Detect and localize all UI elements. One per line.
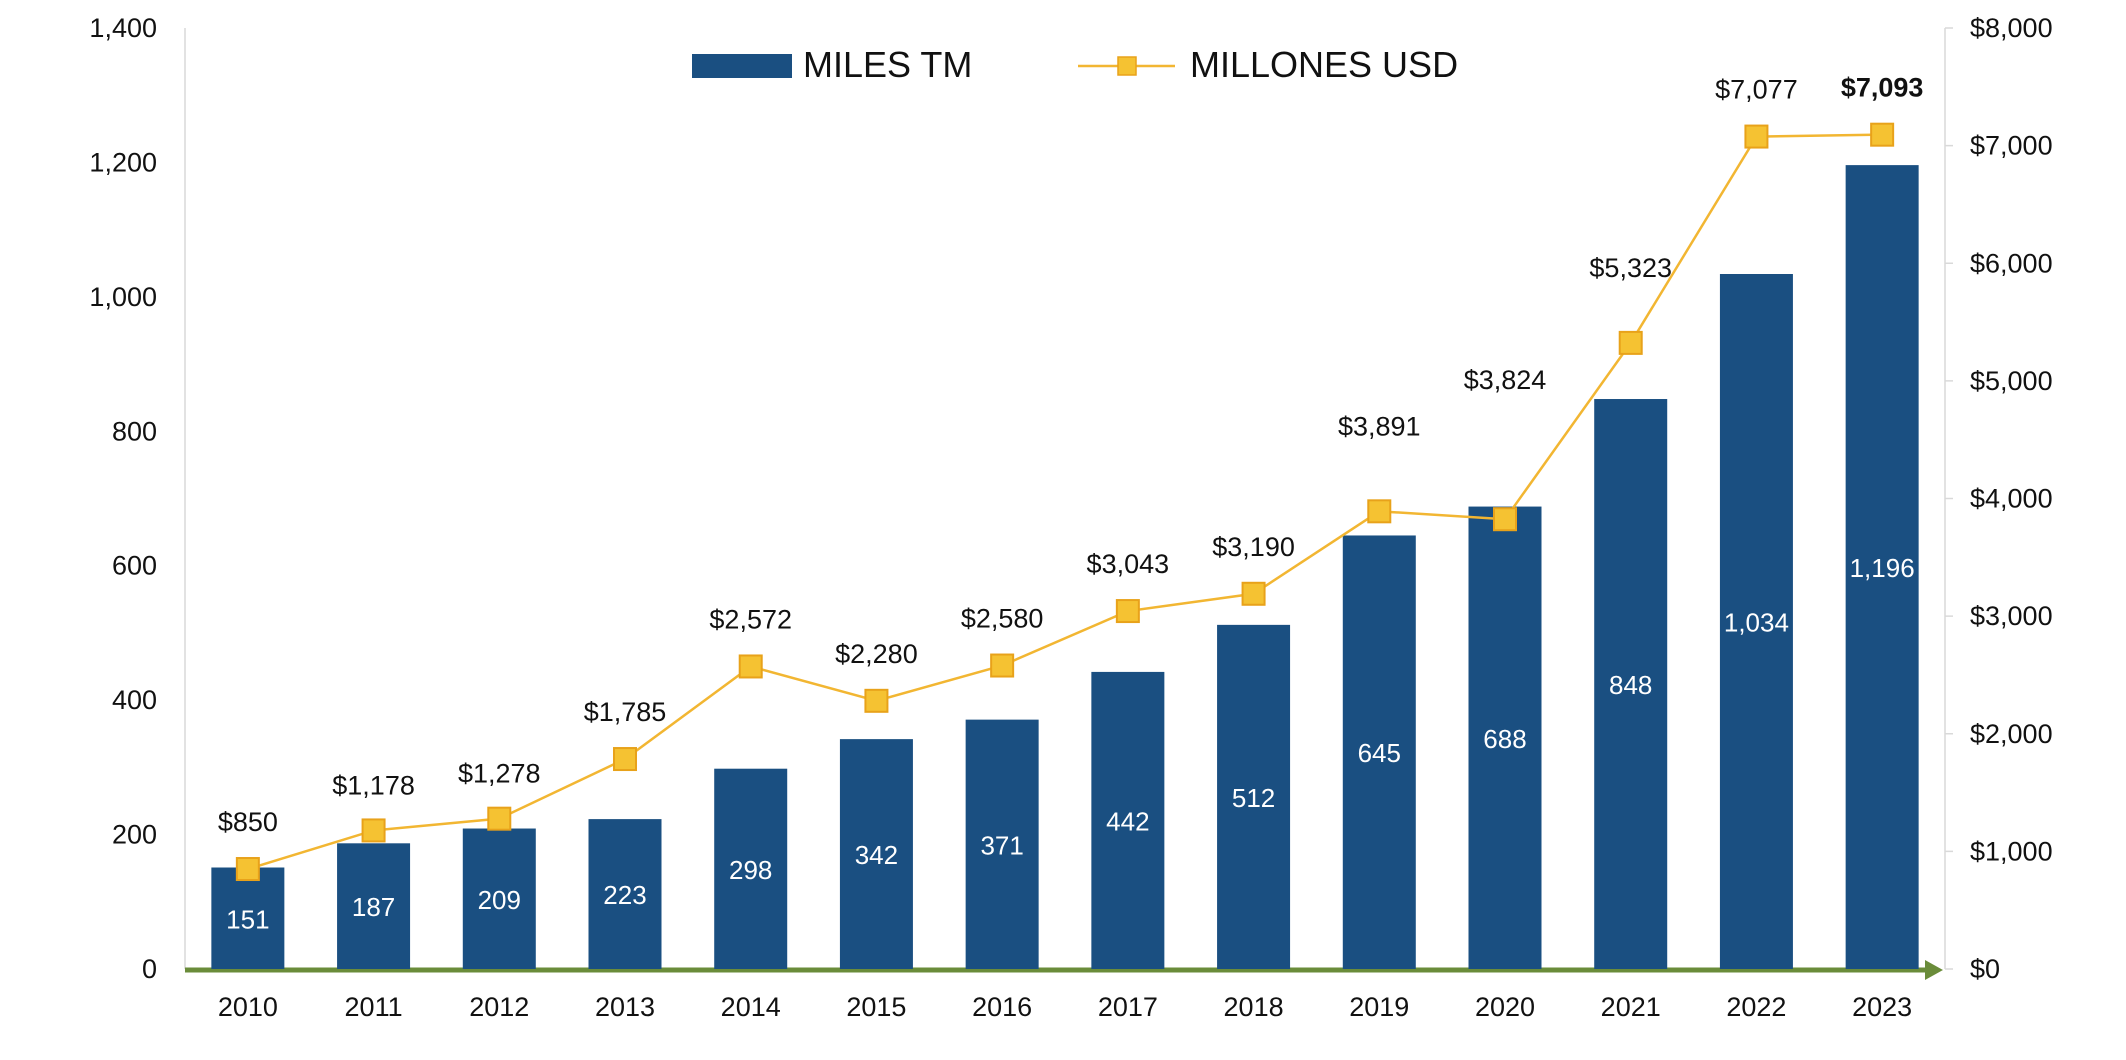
legend-swatch-marker bbox=[1117, 56, 1137, 76]
bar-value-label: 1,034 bbox=[1724, 608, 1789, 638]
bar-value-label: 848 bbox=[1609, 670, 1652, 700]
axes-layer: 0 200 400 600 800 1,000 1,200 1,400 $0 $1,000 $2,0… bbox=[89, 13, 2052, 1022]
y-left-tick-label: 800 bbox=[112, 416, 157, 446]
line-marker bbox=[1870, 122, 1895, 147]
bar-2010 bbox=[211, 867, 285, 969]
y-left-tick-label: 1,000 bbox=[89, 282, 157, 312]
y-right-tick-label: $2,000 bbox=[1970, 719, 2053, 749]
bar-value-label: 187 bbox=[352, 892, 395, 922]
x-tick-label: 2010 bbox=[218, 992, 278, 1022]
bar-value-label: 645 bbox=[1358, 738, 1401, 768]
y-right-tick-label: $5,000 bbox=[1970, 366, 2053, 396]
line-marker bbox=[1115, 599, 1140, 624]
line-marker bbox=[235, 857, 260, 882]
y-left-tick-label: 200 bbox=[112, 820, 157, 850]
bar-2014 bbox=[714, 768, 788, 969]
bar-value-label: 512 bbox=[1232, 783, 1275, 813]
x-tick-label: 2021 bbox=[1601, 992, 1661, 1022]
x-tick-label: 2015 bbox=[846, 992, 906, 1022]
line-marker bbox=[1493, 507, 1517, 532]
bar-2015 bbox=[839, 739, 913, 969]
x-tick-label: 2014 bbox=[721, 992, 781, 1022]
line-series-path bbox=[247, 133, 1883, 871]
x-tick-label: 2022 bbox=[1726, 992, 1786, 1022]
y-left-tick-label: 600 bbox=[112, 551, 157, 581]
bar-2019 bbox=[1342, 535, 1416, 969]
bar-2011 bbox=[337, 843, 411, 969]
line-value-label: $3,190 bbox=[1212, 532, 1295, 562]
y-right-tick-label: $6,000 bbox=[1970, 248, 2053, 278]
x-tick-label: 2016 bbox=[972, 992, 1032, 1022]
bar-2023 bbox=[1845, 165, 1919, 970]
x-tick-label: 2017 bbox=[1098, 992, 1158, 1022]
line-value-label: $850 bbox=[218, 807, 278, 837]
y-right-tick-label: $0 bbox=[1970, 954, 2000, 984]
bars-layer: 151 187 209 223 298 342 371 442 512 645 688 848 1,03… bbox=[211, 165, 1919, 970]
y-left-tick-label: 400 bbox=[112, 685, 157, 715]
x-tick-label: 2013 bbox=[595, 992, 655, 1022]
legend-swatch-bar bbox=[692, 54, 792, 78]
line-value-label: $2,280 bbox=[835, 639, 918, 669]
line-value-label: $7,077 bbox=[1715, 75, 1798, 105]
bar-2017 bbox=[1091, 671, 1165, 969]
x-tick-label: 2019 bbox=[1349, 992, 1409, 1022]
x-tick-label: 2020 bbox=[1475, 992, 1535, 1022]
x-tick-label: 2012 bbox=[469, 992, 529, 1022]
bar-value-label: 223 bbox=[603, 880, 646, 910]
line-marker bbox=[738, 654, 763, 679]
bar-value-label: 371 bbox=[980, 830, 1023, 860]
bar-2020 bbox=[1468, 506, 1542, 969]
line-marker bbox=[1241, 581, 1266, 606]
y-left-tick-label: 1,400 bbox=[89, 13, 157, 43]
line-layer: $850 $1,178 $1,278 $1,785 $2,572 $2,280 $2,580… bbox=[218, 73, 1924, 882]
line-value-label: $3,824 bbox=[1464, 365, 1547, 395]
line-marker bbox=[864, 688, 889, 713]
x-axis-arrow bbox=[1925, 960, 1943, 980]
line-marker bbox=[1367, 499, 1392, 524]
y-right-tick-label: $4,000 bbox=[1970, 484, 2053, 514]
legend-label-bar: MILES TM bbox=[803, 44, 972, 85]
line-marker bbox=[487, 806, 512, 831]
bar-value-label: 442 bbox=[1106, 806, 1149, 836]
bar-value-label: 151 bbox=[226, 904, 269, 934]
y-left-tick-label: 1,200 bbox=[89, 147, 157, 177]
y-right-tick-label: $1,000 bbox=[1970, 836, 2053, 866]
legend-label-line: MILLONES USD bbox=[1190, 44, 1458, 85]
bar-value-label: 298 bbox=[729, 855, 772, 885]
line-marker bbox=[1618, 330, 1643, 355]
bar-value-label: 209 bbox=[478, 885, 521, 915]
bar-value-label: 342 bbox=[855, 840, 898, 870]
x-tick-label: 2023 bbox=[1852, 992, 1912, 1022]
line-value-label: $2,572 bbox=[709, 604, 792, 634]
y-left-tick-label: 0 bbox=[142, 954, 157, 984]
line-value-label: $3,891 bbox=[1338, 411, 1421, 441]
line-value-label: $3,043 bbox=[1087, 549, 1170, 579]
bar-2013 bbox=[588, 819, 662, 969]
line-value-label: $1,785 bbox=[584, 697, 667, 727]
y-right-tick-label: $7,000 bbox=[1970, 131, 2053, 161]
bar-value-label: 1,196 bbox=[1850, 553, 1915, 583]
bar-2012 bbox=[462, 828, 536, 969]
line-marker bbox=[613, 747, 637, 772]
line-value-label: $5,323 bbox=[1589, 253, 1672, 283]
bar-2018 bbox=[1217, 624, 1291, 969]
line-value-label: $1,278 bbox=[458, 759, 541, 789]
x-tick-label: 2011 bbox=[345, 992, 403, 1022]
line-value-label: $7,093 bbox=[1841, 73, 1924, 103]
y-right-tick-label: $3,000 bbox=[1970, 601, 2053, 631]
bar-2016 bbox=[965, 719, 1039, 969]
line-marker bbox=[990, 653, 1015, 678]
legend: MILES TM MILLONES USD bbox=[692, 44, 1458, 85]
bar-value-label: 688 bbox=[1483, 724, 1526, 754]
line-value-label: $2,580 bbox=[961, 604, 1044, 634]
bar-2021 bbox=[1594, 399, 1668, 970]
line-marker bbox=[1744, 124, 1769, 149]
line-marker bbox=[361, 818, 386, 843]
line-value-label: $1,178 bbox=[332, 770, 415, 800]
bar-2022 bbox=[1719, 274, 1793, 969]
y-right-tick-label: $8,000 bbox=[1970, 13, 2053, 43]
x-tick-label: 2018 bbox=[1224, 992, 1284, 1022]
